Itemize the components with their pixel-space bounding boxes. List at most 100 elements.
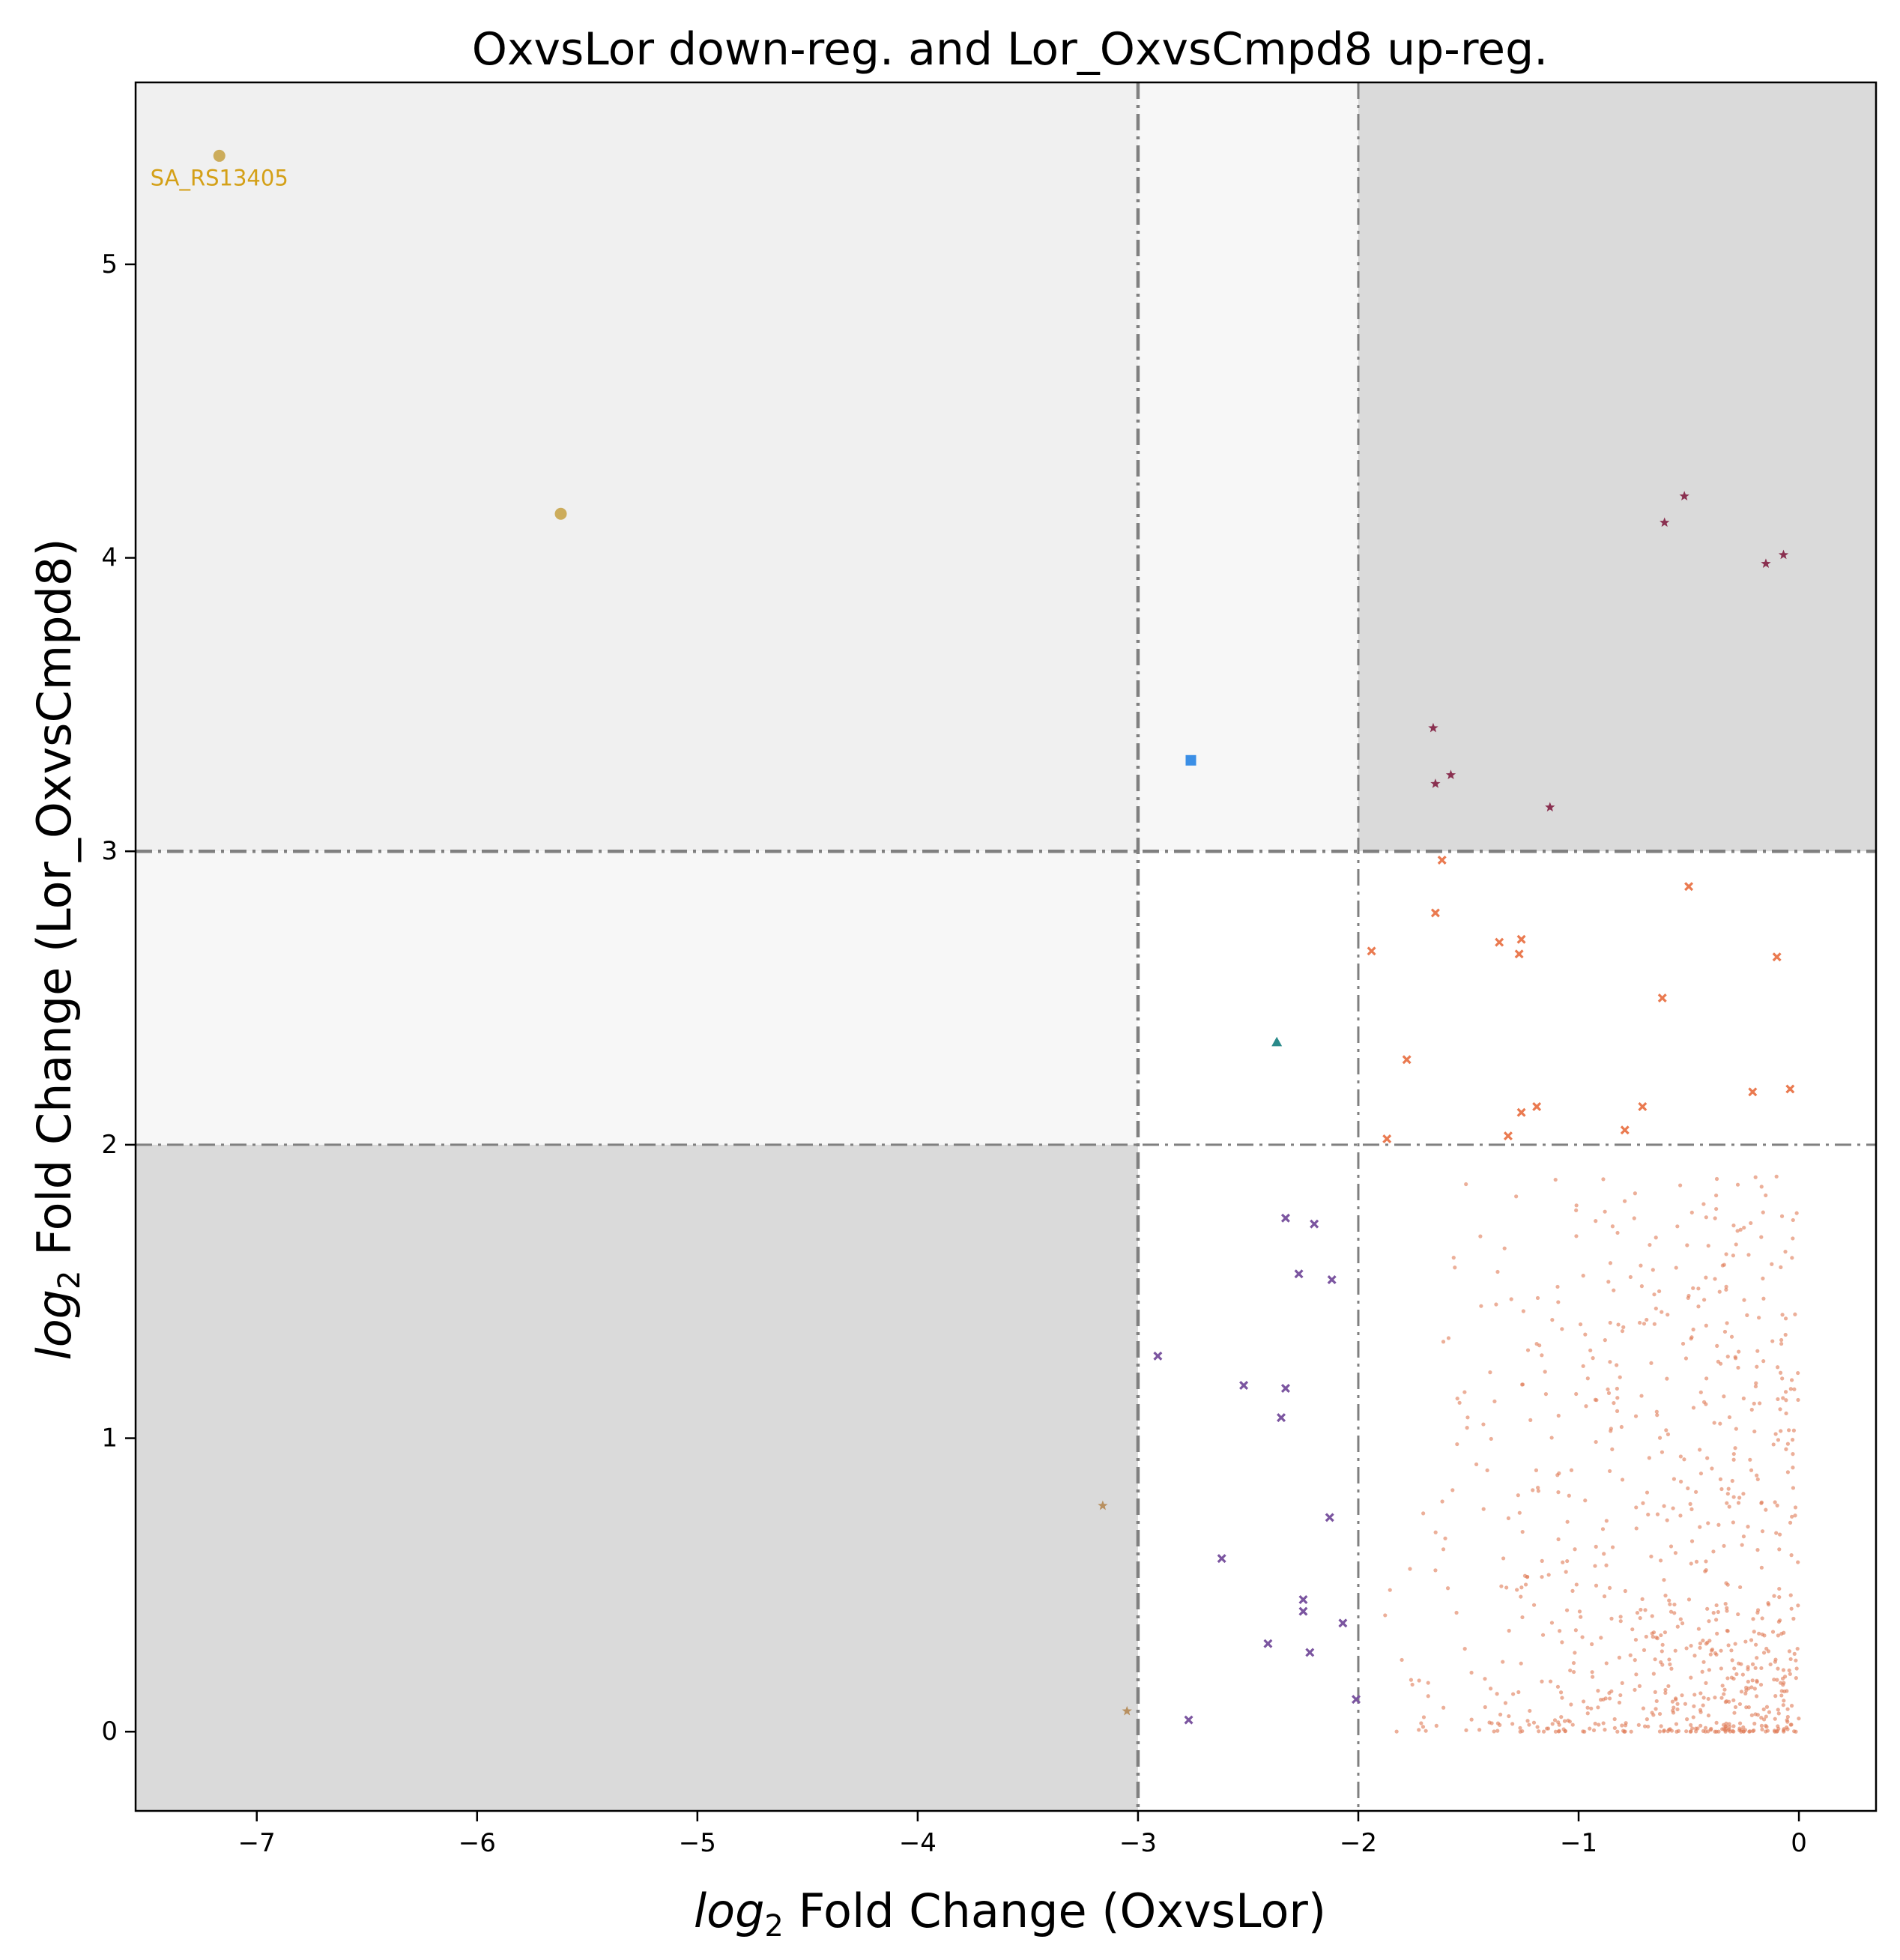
- cloud-point: [1691, 1286, 1695, 1290]
- cloud-point: [1571, 1660, 1576, 1666]
- cloud-point: [1668, 1544, 1674, 1549]
- cloud-point: [1757, 1316, 1761, 1320]
- cloud-point: [1581, 1364, 1585, 1368]
- cloud-point: [1712, 1421, 1716, 1425]
- cloud-point: [1520, 1615, 1525, 1620]
- cloud-point: [1704, 1642, 1708, 1646]
- cloud-point: [1659, 1724, 1663, 1728]
- cloud-point: [1665, 1313, 1670, 1317]
- cloud-point: [1718, 1361, 1723, 1366]
- cloud-point: [1634, 1672, 1639, 1677]
- cloud-point: [1641, 1706, 1646, 1711]
- cloud-point: [1664, 1428, 1668, 1433]
- cloud-point: [1659, 1660, 1663, 1665]
- cloud-point: [1705, 1456, 1710, 1460]
- cloud-point: [1657, 1436, 1662, 1440]
- cloud-point: [1742, 1225, 1746, 1230]
- point-x: [1657, 993, 1667, 1003]
- cloud-point: [1662, 1504, 1666, 1508]
- cloud-point: [1556, 1720, 1561, 1725]
- cloud-point: [1761, 1707, 1766, 1712]
- cloud-point: [1780, 1376, 1785, 1381]
- cloud-point: [1499, 1584, 1504, 1588]
- cloud-point: [1698, 1448, 1702, 1452]
- cloud-point: [1731, 1520, 1735, 1525]
- cloud-point: [1492, 1399, 1497, 1404]
- cloud-point: [1738, 1227, 1743, 1232]
- cloud-point: [1797, 1716, 1801, 1721]
- cloud-point: [1689, 1675, 1693, 1680]
- cloud-point: [1715, 1343, 1719, 1348]
- cloud-point: [1674, 1729, 1679, 1734]
- point-x: [1402, 1055, 1412, 1065]
- cloud-point: [1469, 1670, 1474, 1675]
- point-x: [1352, 1695, 1361, 1705]
- cloud-point: [1598, 1698, 1603, 1702]
- cloud-point: [1744, 1688, 1749, 1693]
- cloud-point: [1527, 1722, 1531, 1727]
- cloud-point: [1654, 1409, 1659, 1414]
- cloud-point: [1615, 1409, 1620, 1413]
- cloud-point: [1793, 1513, 1797, 1518]
- cloud-point: [1704, 1275, 1708, 1280]
- cloud-point: [1698, 1645, 1702, 1650]
- cloud-point: [1795, 1646, 1800, 1651]
- cloud-point: [1779, 1265, 1783, 1269]
- point-x: [1298, 1606, 1308, 1616]
- cloud-point: [1779, 1341, 1784, 1346]
- cloud-point: [1790, 1514, 1794, 1519]
- cloud-point: [1788, 1593, 1793, 1597]
- cloud-point: [1597, 1722, 1601, 1727]
- cloud-point: [1606, 1280, 1611, 1284]
- cloud-point: [1525, 1348, 1531, 1352]
- cloud-point: [1741, 1396, 1746, 1401]
- cloud-point: [1517, 1510, 1522, 1515]
- cloud-point: [1741, 1492, 1746, 1496]
- cloud-point: [1501, 1556, 1506, 1561]
- cloud-point: [1590, 1670, 1594, 1675]
- cloud-point: [1593, 1564, 1597, 1568]
- cloud-point: [1535, 1295, 1540, 1301]
- cloud-point: [1713, 1216, 1717, 1221]
- cloud-point: [1488, 1370, 1492, 1375]
- cloud-point: [1690, 1726, 1695, 1731]
- cloud-point: [1760, 1616, 1764, 1621]
- cloud-point: [1620, 1477, 1625, 1482]
- cloud-point: [1703, 1729, 1708, 1734]
- cloud-point: [1596, 1689, 1600, 1693]
- cloud-point: [1759, 1716, 1764, 1720]
- cloud-point: [1704, 1402, 1708, 1406]
- cloud-point: [1733, 1642, 1737, 1646]
- cloud-point: [1741, 1725, 1746, 1730]
- cloud-point: [1545, 1726, 1549, 1731]
- point-x: [1217, 1554, 1226, 1564]
- cloud-point: [1789, 1704, 1794, 1708]
- cloud-point: [1662, 1630, 1668, 1635]
- cloud-point: [1421, 1725, 1426, 1729]
- cloud-point: [1693, 1726, 1698, 1731]
- cloud-point: [1645, 1490, 1650, 1495]
- cloud-point: [1603, 1209, 1607, 1214]
- point-x: [1748, 1087, 1758, 1097]
- cloud-point: [1578, 1322, 1583, 1327]
- cloud-point: [1749, 1638, 1754, 1642]
- cloud-point: [1716, 1609, 1720, 1615]
- cloud-point: [1633, 1658, 1637, 1663]
- cloud-point: [1560, 1640, 1564, 1645]
- cloud-point: [1779, 1632, 1784, 1636]
- cloud-point: [1624, 1721, 1628, 1725]
- point-x: [1305, 1648, 1315, 1657]
- cloud-point: [1775, 1728, 1779, 1733]
- cloud-point: [1776, 1711, 1781, 1716]
- cloud-point: [1417, 1678, 1421, 1683]
- cloud-point: [1667, 1727, 1671, 1732]
- cloud-point: [1665, 1376, 1669, 1381]
- cloud-point: [1634, 1526, 1639, 1531]
- cloud-point: [1663, 1594, 1668, 1598]
- cloud-point: [1615, 1363, 1619, 1367]
- cloud-point: [1525, 1574, 1530, 1579]
- cloud-point: [1779, 1689, 1784, 1693]
- cloud-point: [1754, 1694, 1759, 1699]
- cloud-point: [1657, 1289, 1662, 1294]
- cloud-point: [1704, 1568, 1708, 1573]
